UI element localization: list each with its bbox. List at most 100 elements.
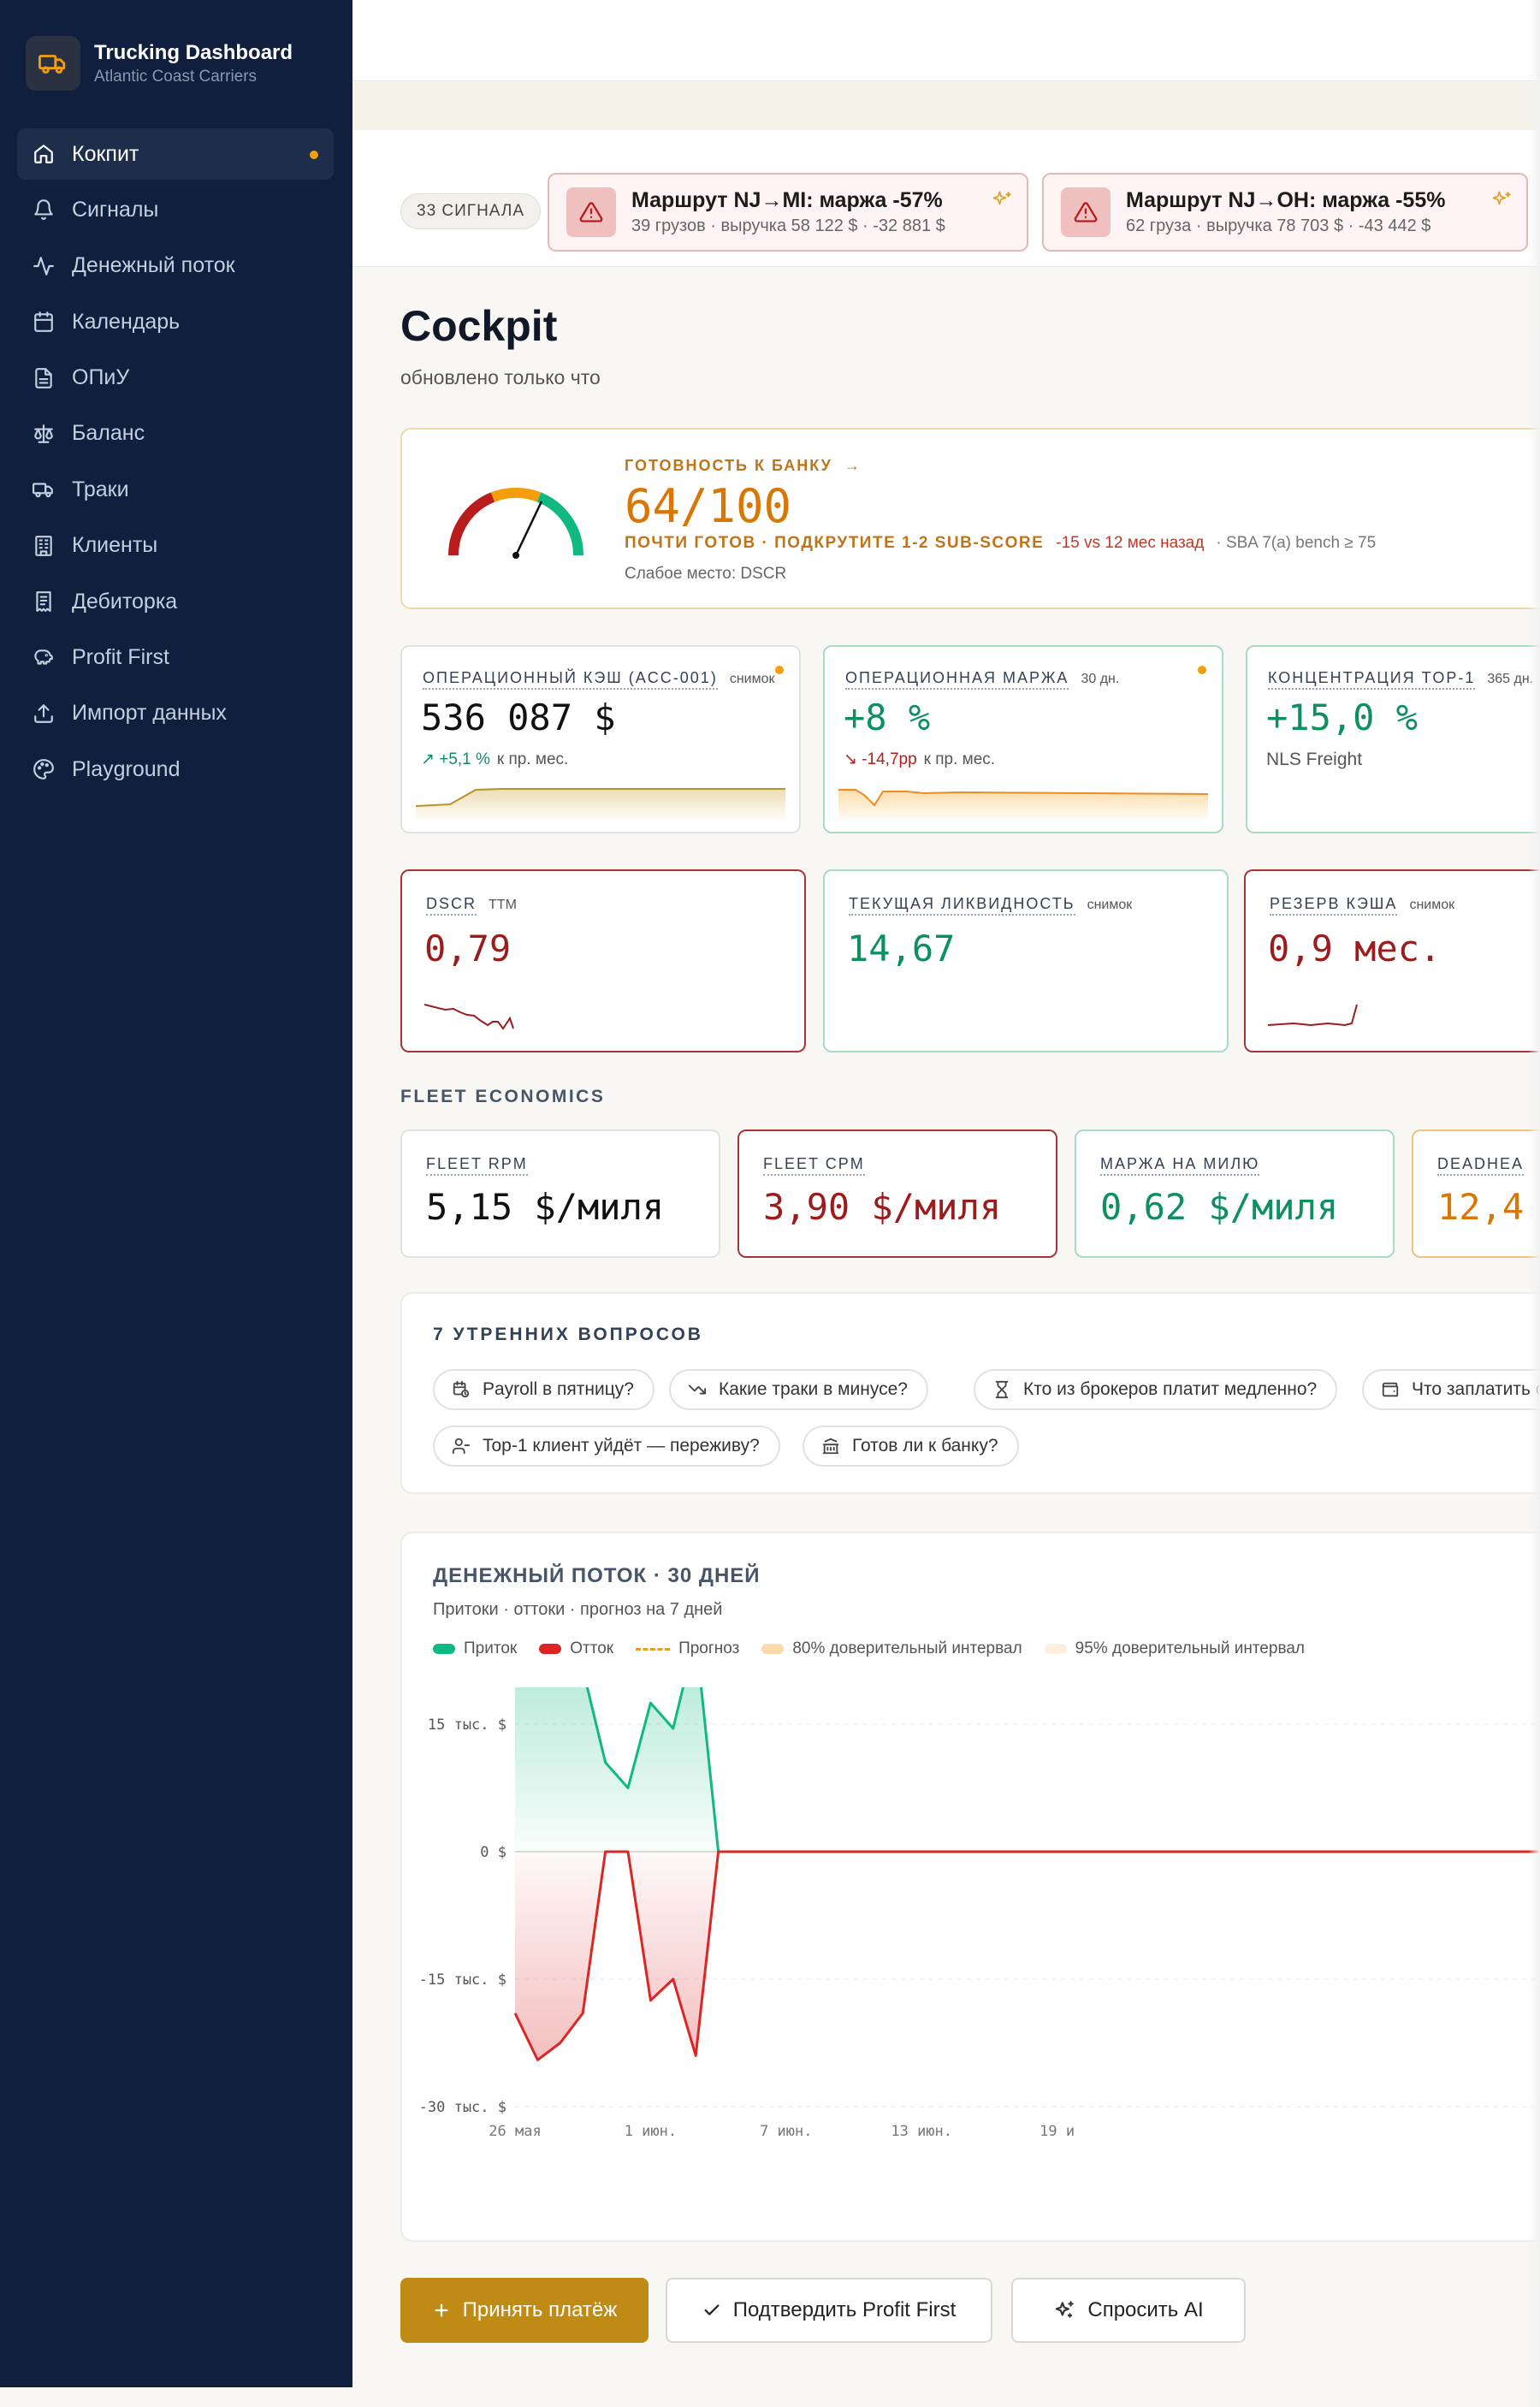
alert-card[interactable]: Маршрут NJ→OH: маржа -55% 62 груза · выр… [1042, 173, 1528, 252]
question-chip-trucks[interactable]: Какие траки в минусе? [669, 1369, 928, 1410]
nav-label: Календарь [72, 309, 181, 334]
truck-logo-icon [26, 36, 80, 91]
plus-icon [435, 2303, 448, 2317]
kpi-value: 12,4 [1437, 1186, 1525, 1228]
bank-readiness-card[interactable]: ГОТОВНОСТЬ К БАНКУ → 64/100 ПОЧТИ ГОТОВ … [400, 428, 1540, 609]
nav-item-playground[interactable]: Playground [17, 744, 334, 795]
legend-item-ci95[interactable]: 95% доверительный интервал [1044, 1639, 1305, 1658]
trend-down-icon: ↘ [844, 750, 857, 768]
inflow-area [515, 1687, 719, 1852]
nav-item-signals[interactable]: Сигналы [17, 184, 334, 235]
nav-label: Playground [72, 756, 181, 781]
nav-label: Баланс [72, 421, 145, 446]
legend-item-ci80[interactable]: 80% доверительный интервал [761, 1639, 1022, 1658]
readiness-gauge [447, 487, 584, 559]
legend-item-inflow[interactable]: Приток [433, 1639, 517, 1658]
signals-count-badge[interactable]: 33 СИГНАЛА [400, 193, 542, 229]
warning-icon [566, 187, 616, 237]
brand[interactable]: Trucking Dashboard Atlantic Coast Carrie… [26, 36, 293, 91]
morning-questions-card: 7 УТРЕННИХ ВОПРОСОВ Payroll в пятницу? К… [400, 1292, 1540, 1494]
kpi-top1-concentration[interactable]: КОНЦЕНТРАЦИЯ TOP-1 365 дн. +15,0 % NLS Fr… [1246, 645, 1540, 833]
kpi-fleet-rpm[interactable]: FLEET RPM 5,15 $/миля [400, 1129, 720, 1258]
user-minus-icon [452, 1438, 471, 1455]
nav-item-pnl[interactable]: ОПиУ [17, 353, 334, 404]
sparkline [416, 788, 785, 822]
nav-label: Кокпит [72, 141, 139, 166]
kpi-operating-cash[interactable]: ОПЕРАЦИОННЫЙ КЭШ (ACC-001) снимок 536 087… [400, 645, 801, 833]
calendar-icon [34, 311, 53, 333]
legend-item-outflow[interactable]: Отток [539, 1639, 613, 1658]
sparkles-icon[interactable] [1490, 190, 1513, 212]
outflow-line [513, 1850, 1540, 2061]
chart-legend: Приток Отток Прогноз 80% доверительный и… [433, 1639, 1327, 1658]
kpi-margin-per-mile[interactable]: МАРЖА НА МИЛЮ 0,62 $/миля [1075, 1129, 1395, 1258]
nav-item-calendar[interactable]: Календарь [17, 296, 334, 347]
kpi-dscr[interactable]: DSCR TTM 0,79 [400, 869, 806, 1052]
bank-readiness-score: 64/100 [625, 479, 792, 533]
bank-readiness-label[interactable]: ГОТОВНОСТЬ К БАНКУ → [625, 457, 862, 474]
upload-icon [34, 704, 53, 723]
kpi-deadhead[interactable]: DEADHEA 12,4 [1412, 1129, 1540, 1258]
check-icon [704, 2304, 720, 2315]
kpi-note: NLS Freight [1266, 750, 1363, 769]
y-tick-label: 15 тыс. $ [428, 1716, 506, 1734]
question-chip-pay-today[interactable]: Что заплатить се [1362, 1369, 1540, 1410]
nav-item-import[interactable]: Импорт данных [17, 688, 334, 739]
question-chip-top-client[interactable]: Top-1 клиент уйдёт — переживу? [433, 1426, 780, 1467]
scroll-edge-fade [1528, 0, 1540, 2407]
ask-ai-button[interactable]: Спросить AI [1011, 2278, 1246, 2343]
nav-notification-dot [310, 151, 318, 159]
nav-item-profit-first[interactable]: Profit First [17, 632, 334, 684]
nav-label: ОПиУ [72, 365, 130, 390]
y-tick-label: 0 $ [480, 1844, 506, 1861]
status-dot [1198, 666, 1206, 674]
sidebar-nav: Кокпит Сигналы Денежный поток Календарь … [17, 128, 334, 800]
nav-label: Сигналы [72, 197, 159, 222]
trending-down-icon [688, 1384, 707, 1395]
arrow-right-icon: → [838, 457, 862, 474]
nav-item-cashflow[interactable]: Денежный поток [17, 240, 334, 292]
y-tick-label: -30 тыс. $ [419, 2099, 506, 2116]
bank-icon [822, 1438, 839, 1455]
sparkles-icon [1056, 2301, 1075, 2318]
page-subtitle: обновлено только что [400, 366, 601, 388]
cashflow-chart[interactable]: 30 тыс. $15 тыс. $0 $-15 тыс. $-30 тыс. … [402, 1687, 1540, 2218]
truck-icon [33, 483, 53, 498]
question-chip-bank-ready[interactable]: Готов ли к банку? [803, 1426, 1019, 1467]
top-strip [352, 82, 1540, 130]
kpi-delta: ↘ -14,7pp к пр. мес. [844, 750, 996, 768]
legend-item-forecast[interactable]: Прогноз [636, 1639, 739, 1658]
nav-item-trucks[interactable]: Траки [17, 464, 334, 515]
brand-subtitle: Atlantic Coast Carriers [94, 67, 258, 86]
sparkles-icon[interactable] [991, 190, 1013, 212]
palette-icon [33, 759, 54, 780]
x-tick-label: 1 июн. [625, 2123, 677, 2140]
sparkline [424, 1004, 514, 1030]
kpi-current-liquidity[interactable]: ТЕКУЩАЯ ЛИКВИДНОСТЬ снимок 14,67 [823, 869, 1229, 1052]
nav-item-balance[interactable]: Баланс [17, 408, 334, 459]
nav-item-receivables[interactable]: Дебиторка [17, 576, 334, 627]
x-tick-label: 13 июн. [891, 2123, 952, 2140]
bank-readiness-weak: Слабое место: DSCR [625, 565, 787, 583]
cashflow-subtitle: Притоки · оттоки · прогноз на 7 дней [433, 1600, 723, 1619]
status-dot [775, 666, 784, 674]
calendar-clock-icon [453, 1380, 470, 1398]
sparkline [838, 789, 1208, 822]
alert-card[interactable]: Маршрут NJ→MI: маржа -57% 39 грузов · вы… [548, 173, 1028, 252]
nav-item-clients[interactable]: Клиенты [17, 520, 334, 572]
alert-title: Маршрут NJ→MI: маржа -57% [631, 188, 943, 212]
nav-item-cockpit[interactable]: Кокпит [17, 128, 334, 180]
piggy-bank-icon [34, 649, 53, 665]
hourglass-icon [995, 1380, 1009, 1399]
kpi-operating-margin[interactable]: ОПЕРАЦИОННАЯ МАРЖА 30 дн. +8 % ↘ -14,7pp к… [823, 645, 1223, 833]
kpi-cash-reserve[interactable]: РЕЗЕРВ КЭША снимок 0,9 мес. [1244, 869, 1540, 1052]
kpi-fleet-cpm[interactable]: FLEET CPM 3,90 $/миля [737, 1129, 1057, 1258]
x-tick-label: 19 и [1040, 2123, 1075, 2140]
confirm-profit-first-button[interactable]: Подтвердить Profit First [666, 2278, 992, 2343]
question-chip-brokers[interactable]: Кто из брокеров платит медленно? [974, 1369, 1338, 1410]
question-chip-payroll[interactable]: Payroll в пятницу? [433, 1369, 654, 1410]
sidebar: Trucking Dashboard Atlantic Coast Carrie… [0, 0, 352, 2387]
accept-payment-button[interactable]: Принять платёж [400, 2278, 649, 2343]
x-tick-label: 26 мая [489, 2123, 541, 2140]
nav-label: Импорт данных [72, 701, 227, 726]
